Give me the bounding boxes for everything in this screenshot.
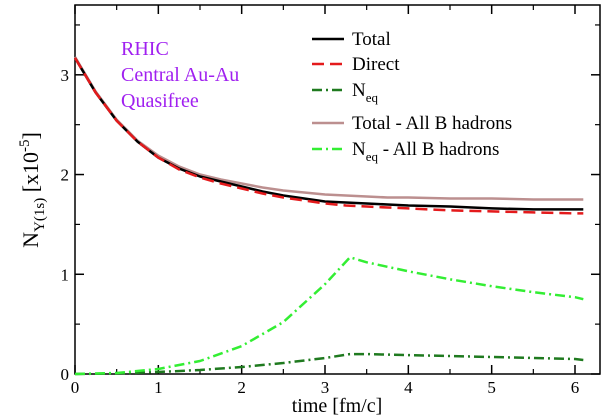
- x-tick-label: 1: [154, 378, 163, 397]
- y-label-sub: Υ(1s): [32, 198, 48, 232]
- annotation-line-1: RHIC: [121, 38, 169, 60]
- x-tick-label: 2: [237, 378, 246, 397]
- y-label-unit-prefix: [x10: [18, 152, 43, 198]
- y-tick-label: 3: [61, 66, 70, 85]
- x-tick-label: 5: [487, 378, 496, 397]
- legend-label: Total: [352, 29, 391, 50]
- legend-label: Direct: [352, 54, 400, 75]
- series-layer: [73, 56, 584, 376]
- y-tick-label: 0: [61, 365, 70, 384]
- series-line: [74, 352, 584, 376]
- y-label-base: N: [18, 232, 43, 248]
- legend-label: Total - All B hadrons: [352, 113, 512, 134]
- axis-ticks: 0 1 2 3 4 5 6 0 1 2 3: [61, 5, 600, 397]
- annotation-line-3: Quasifree: [121, 90, 199, 112]
- x-tick-label: 0: [71, 378, 80, 397]
- x-axis-label: time [fm/c]: [292, 395, 383, 417]
- y-axis-label: NΥ(1s) [x10-5]: [17, 132, 48, 248]
- annotation-line-2: Central Au-Au: [121, 64, 239, 86]
- legend: Total Direct Neq Total - All B hadrons Neq -…: [312, 29, 512, 164]
- y-tick-label: 2: [61, 166, 70, 185]
- x-tick-label: 3: [321, 378, 330, 397]
- legend-label: Neq - All B hadrons: [352, 139, 499, 164]
- series-line: [74, 256, 584, 376]
- y-label-unit-exp: -5: [17, 139, 33, 152]
- x-tick-label: 6: [571, 378, 580, 397]
- annotation: RHIC Central Au-Au Quasifree: [121, 38, 239, 112]
- legend-label: Neq: [352, 80, 379, 105]
- plot-frame: [74, 4, 601, 375]
- series-line: [73, 57, 584, 215]
- y-tick-label: 1: [61, 265, 70, 284]
- y-label-unit-suffix: ]: [18, 132, 43, 139]
- x-tick-label: 4: [404, 378, 413, 397]
